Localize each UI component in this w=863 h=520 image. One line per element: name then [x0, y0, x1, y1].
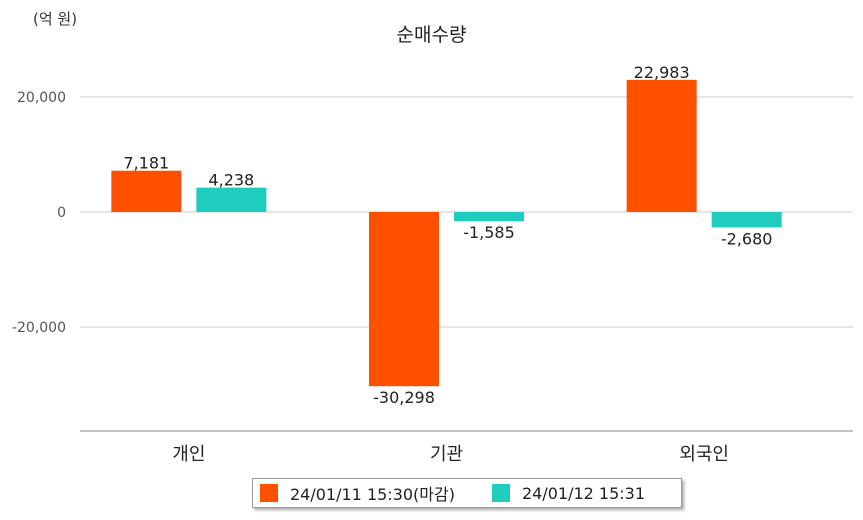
- bar: [111, 170, 182, 212]
- y-tick-label: 0: [57, 205, 66, 221]
- y-tick-label: -20,000: [12, 320, 66, 336]
- data-label: -30,298: [373, 388, 435, 407]
- y-tick-label: 20,000: [17, 90, 66, 106]
- bar: [196, 187, 267, 212]
- bar: [711, 212, 782, 228]
- x-tick-label: 기관: [430, 444, 463, 465]
- x-tick-label: 개인: [172, 444, 205, 465]
- x-tick-label: 외국인: [679, 444, 729, 465]
- bar: [626, 79, 697, 212]
- chart-title: 순매수량: [396, 24, 467, 46]
- legend-item-series-2[interactable]: 24/01/12 15:31: [491, 483, 646, 503]
- bar: [369, 212, 439, 387]
- legend-swatch-series-1: [260, 484, 278, 502]
- legend-label-series-2: 24/01/12 15:31: [521, 483, 646, 503]
- bar-chart: 20,000 0 -20,000 개인 7,181 4,238 기관 -30,298 -1,58…: [12, 63, 853, 465]
- data-label: -1,585: [463, 223, 515, 242]
- unit-label: (억 원): [33, 10, 78, 28]
- legend-swatch-series-2: [491, 484, 510, 502]
- data-label: 22,983: [634, 63, 690, 82]
- data-label: -2,680: [721, 229, 773, 248]
- legend: 24/01/11 15:30(마감) 24/01/12 15:31: [252, 478, 682, 508]
- data-label: 7,181: [123, 154, 169, 173]
- legend-item-series-1[interactable]: 24/01/11 15:30(마감): [260, 481, 455, 505]
- data-label: 4,238: [208, 171, 254, 190]
- legend-label-series-1: 24/01/11 15:30(마감): [290, 485, 455, 504]
- bar: [454, 212, 524, 222]
